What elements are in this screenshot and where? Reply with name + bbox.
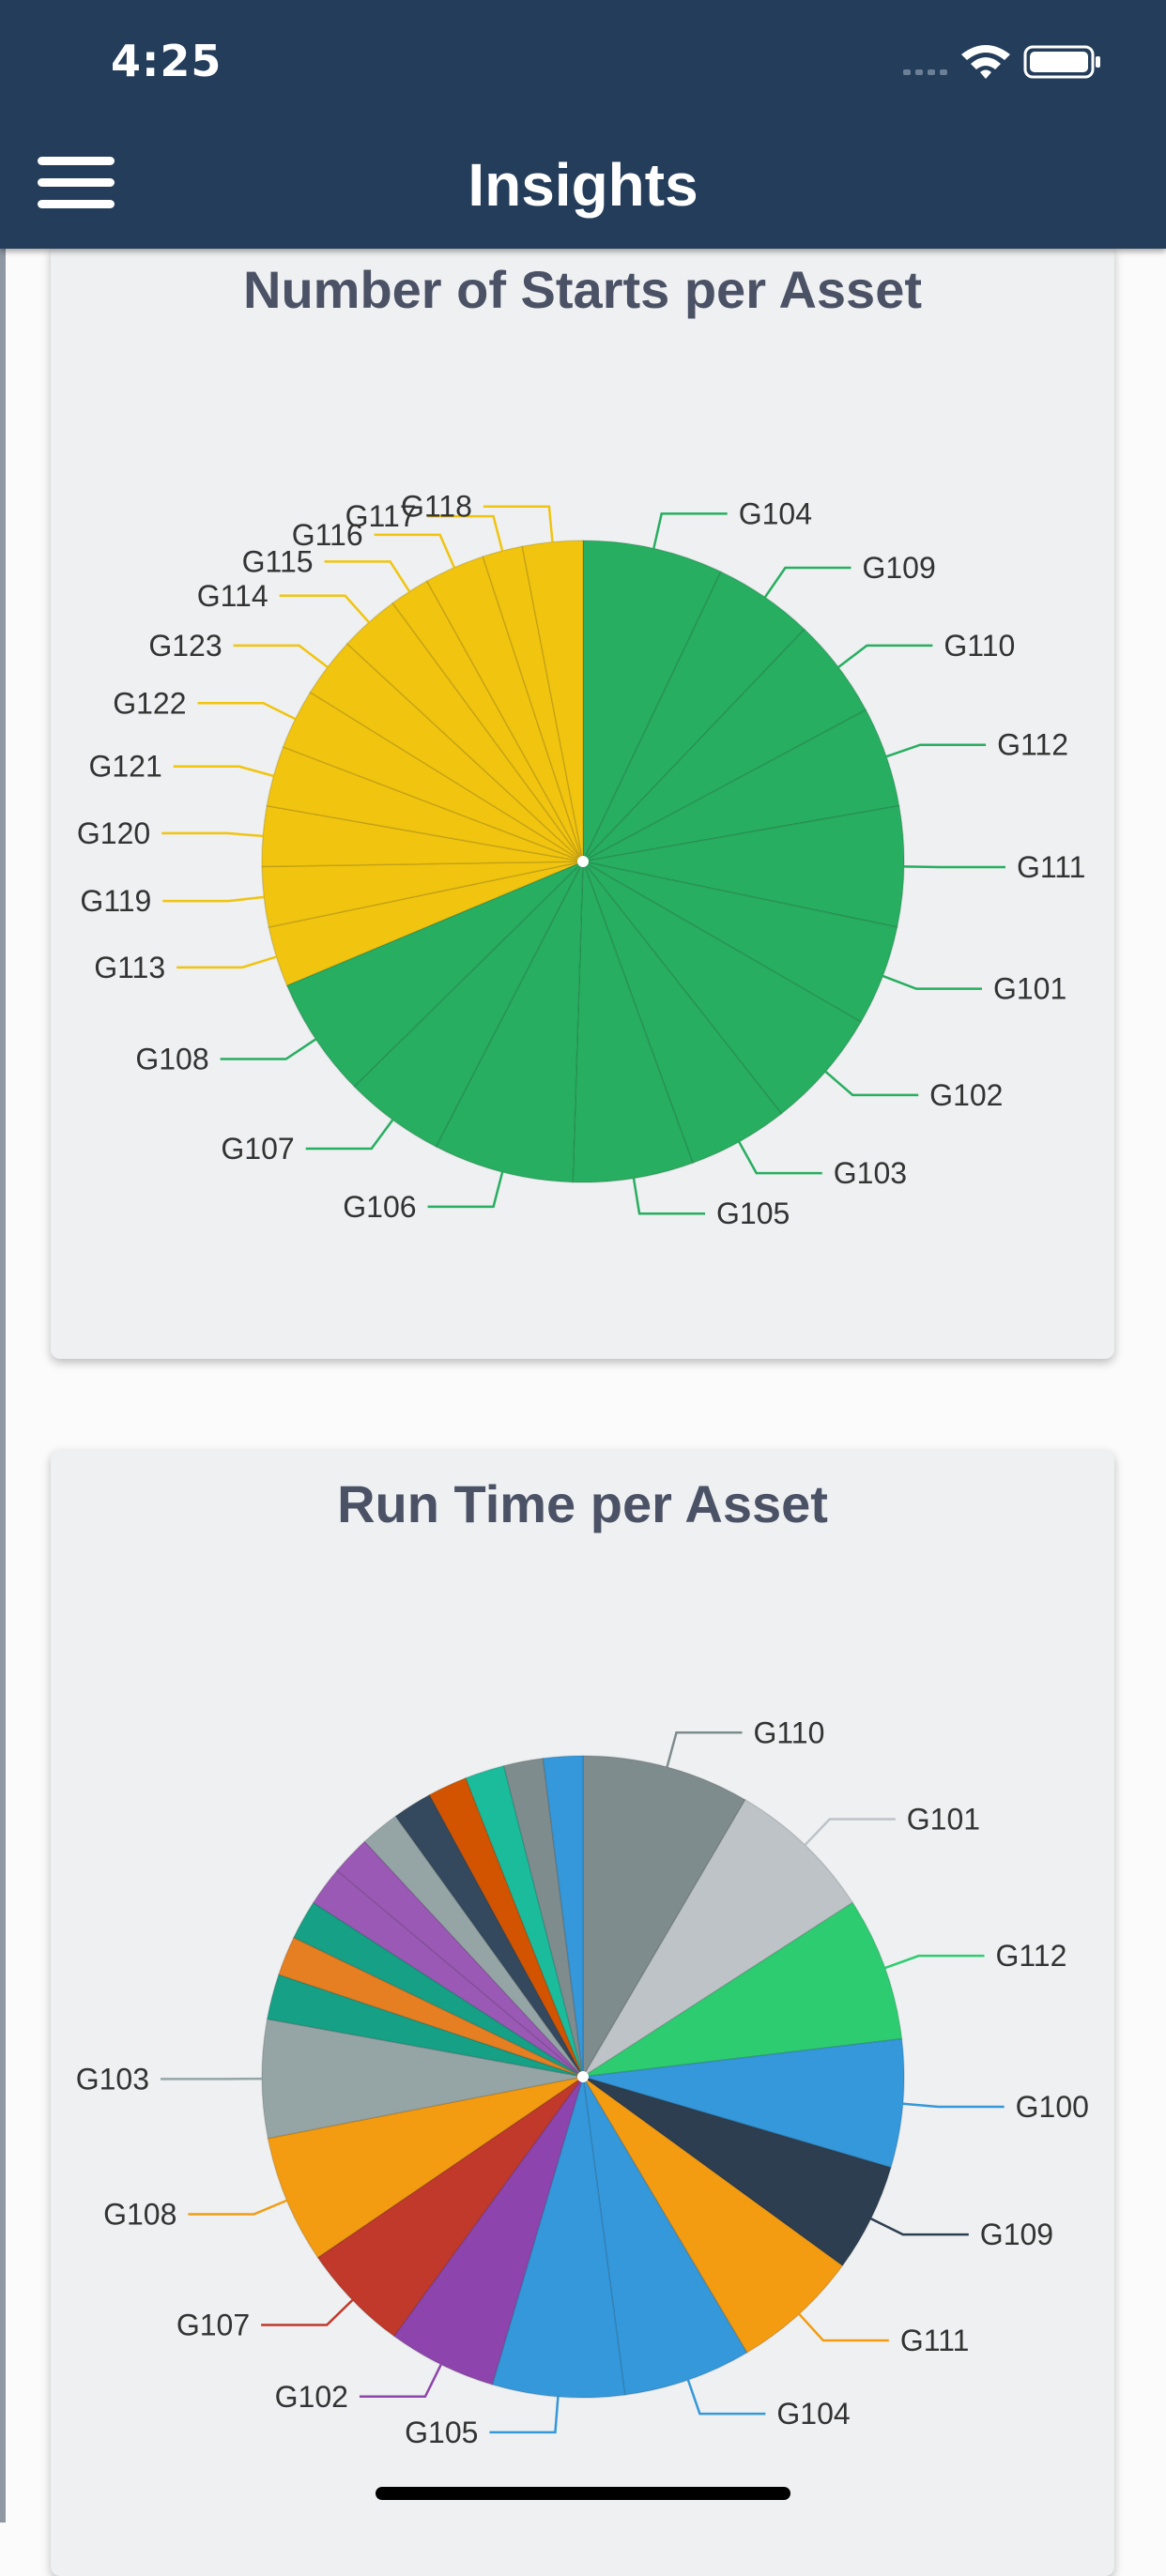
slice-label-g109: G109 <box>980 2218 1053 2251</box>
slice-label-g122: G122 <box>113 686 186 720</box>
slice-label-g119: G119 <box>80 884 151 918</box>
runtime-pie-chart: G110 G101 G112 G100 G109 G111 G104 G105 G102 G107… <box>51 1450 1114 2576</box>
slice-label-g100: G100 <box>1016 2090 1089 2124</box>
slice-label-g104: G104 <box>739 496 812 530</box>
label-line-g108 <box>221 1039 316 1059</box>
slice-label-g102: G102 <box>929 1078 1003 1112</box>
slice-label-g107: G107 <box>221 1132 294 1166</box>
slice-label-g103: G103 <box>76 2062 149 2096</box>
label-line-g102 <box>825 1072 918 1095</box>
slice-label-g104: G104 <box>776 2397 850 2431</box>
label-line-g107 <box>306 1120 393 1149</box>
label-line-g113 <box>176 957 276 968</box>
label-line-g119 <box>162 897 264 901</box>
label-line-g106 <box>428 1172 503 1207</box>
label-line-g110 <box>667 1732 743 1767</box>
slice-label-g105: G105 <box>716 1197 790 1230</box>
label-line-g102 <box>360 2365 441 2397</box>
pie-center-dot <box>577 2071 589 2082</box>
label-line-g112 <box>885 1956 985 1968</box>
status-time: 4:25 <box>111 36 222 86</box>
slice-label-g114: G114 <box>197 579 268 613</box>
slice-label-g123: G123 <box>148 629 222 663</box>
label-line-g105 <box>489 2397 558 2432</box>
label-line-g123 <box>234 646 328 667</box>
status-icons <box>903 41 1110 79</box>
slice-label-g112: G112 <box>997 728 1068 762</box>
slice-label-g112: G112 <box>995 1939 1066 1973</box>
label-line-g103 <box>739 1142 821 1173</box>
battery-icon <box>1025 47 1100 77</box>
slice-label-g107: G107 <box>176 2308 250 2341</box>
slice-label-g111: G111 <box>1017 850 1086 884</box>
slice-label-g106: G106 <box>343 1190 416 1224</box>
label-line-g101 <box>882 976 981 989</box>
label-line-g114 <box>280 596 369 622</box>
slice-label-g101: G101 <box>993 972 1066 1006</box>
slice-label-g108: G108 <box>103 2198 176 2232</box>
page-edge <box>0 249 6 2523</box>
label-line-g121 <box>174 767 274 776</box>
label-line-g115 <box>325 561 410 591</box>
pie-center-dot <box>577 856 589 867</box>
label-line-g104 <box>653 513 727 548</box>
slice-label-g118: G118 <box>401 490 472 524</box>
signal-icon <box>903 69 947 75</box>
slice-label-g121: G121 <box>88 750 161 784</box>
slice-label-g109: G109 <box>862 551 935 585</box>
slice-label-g108: G108 <box>135 1042 208 1075</box>
slice-label-g101: G101 <box>907 1803 980 1837</box>
label-line-g122 <box>198 703 296 719</box>
label-line-g109 <box>765 568 851 597</box>
label-line-g100 <box>903 2104 1005 2107</box>
label-line-g111 <box>799 2314 889 2340</box>
label-line-g110 <box>838 646 932 667</box>
slice-label-g111: G111 <box>900 2324 970 2357</box>
label-line-g107 <box>261 2300 352 2324</box>
label-line-g112 <box>886 745 986 756</box>
slice-label-g103: G103 <box>834 1156 907 1190</box>
label-line-g108 <box>188 2201 286 2215</box>
label-line-g120 <box>161 833 263 836</box>
page-title: Insights <box>0 150 1166 220</box>
label-line-g105 <box>634 1179 705 1214</box>
wifi-icon <box>961 45 1010 79</box>
slice-label-g110: G110 <box>944 629 1015 663</box>
slice-label-g110: G110 <box>753 1715 824 1749</box>
starts-pie-chart: G104 G109 G110 G112 G111 G101 G102 G103 G105 G106… <box>51 244 1114 1359</box>
slice-label-g120: G120 <box>77 816 150 850</box>
label-line-g118 <box>483 507 553 542</box>
label-line-g109 <box>871 2218 969 2234</box>
app-header: 4:25 Insights <box>0 0 1166 249</box>
label-line-g101 <box>805 1820 895 1845</box>
label-line-g111 <box>904 866 1005 867</box>
slice-label-g105: G105 <box>405 2416 478 2449</box>
slice-label-g113: G113 <box>94 951 165 984</box>
slice-label-g102: G102 <box>275 2380 348 2414</box>
home-indicator <box>376 2487 790 2500</box>
label-line-g104 <box>688 2380 765 2414</box>
